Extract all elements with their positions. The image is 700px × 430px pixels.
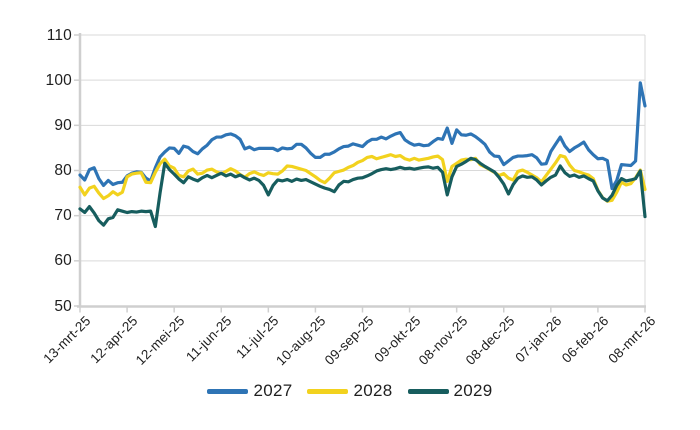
legend-label: 2028 [353,381,393,400]
y-tick-label: 110 [46,26,72,44]
legend-line-icon [407,388,449,394]
series-line-2029 [78,156,647,229]
y-tick-label: 60 [54,252,72,270]
series-line-2028 [78,153,647,203]
y-tick-label: 50 [54,297,72,315]
legend-label: 2027 [253,381,293,400]
legend-item-2028: 2028 [307,381,392,401]
y-tick-label: 90 [54,116,72,134]
legend-line-icon [207,388,249,394]
legend-label: 2029 [453,381,493,400]
legend-item-2027: 2027 [207,381,292,401]
y-tick-label: 100 [45,71,72,89]
legend-line-icon [307,388,349,394]
y-tick-label: 80 [54,162,72,179]
legend-item-2029: 2029 [407,381,493,401]
series-line-2027 [78,81,647,191]
legend: 2027 2028 2029 [0,381,700,401]
y-tick-label: 70 [54,207,72,225]
